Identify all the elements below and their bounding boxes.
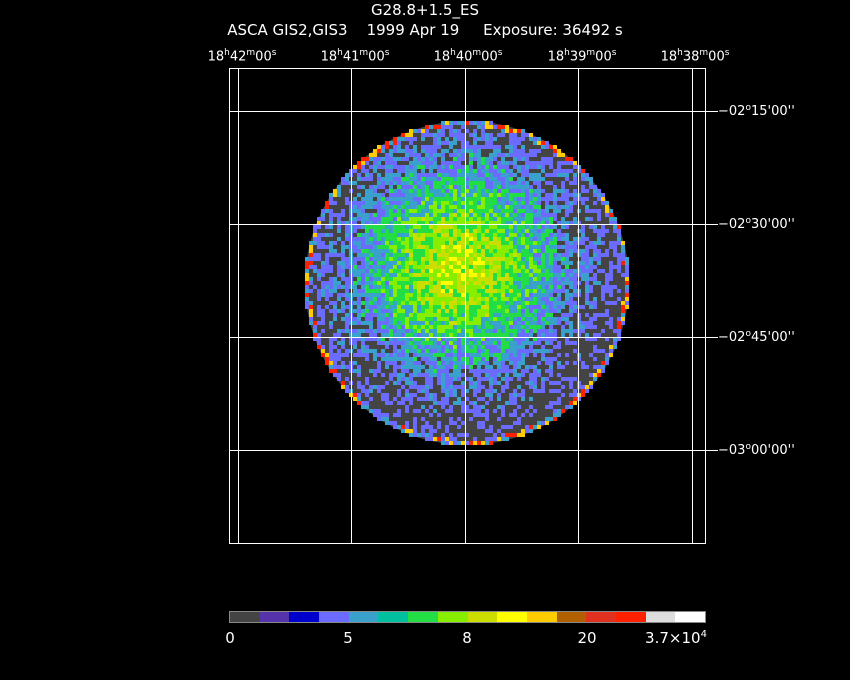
dec-label-4: −03o00'00'' <box>718 441 795 459</box>
color-bar <box>229 611 706 623</box>
colorbar-segment <box>467 612 498 622</box>
ra-gridline <box>578 68 579 544</box>
colorbar-segment <box>526 612 557 622</box>
colorbar-label: 8 <box>462 629 472 647</box>
ra-gridline <box>238 68 239 544</box>
colorbar-segment <box>408 612 438 622</box>
image-title: G28.8+1.5_ES <box>371 1 479 19</box>
colorbar-label: 20 <box>577 629 597 647</box>
dec-label-2: −02o30'00'' <box>718 215 795 233</box>
ra-gridline <box>465 68 466 544</box>
dec-label-3: −02o45'00'' <box>718 328 795 346</box>
ra-label-2: 18h41m00s <box>320 48 390 65</box>
colorbar-segment <box>586 612 616 622</box>
colorbar-segment <box>378 612 409 622</box>
dec-tick <box>706 111 718 112</box>
colorbar-max-label: 3.7×104 <box>645 629 707 647</box>
colorbar-segment <box>497 612 527 622</box>
dec-tick <box>706 337 718 338</box>
dec-gridline <box>229 111 706 112</box>
colorbar-segment <box>675 612 705 622</box>
dec-tick <box>706 450 718 451</box>
ra-label-1: 18h42m00s <box>207 48 277 65</box>
dec-gridline <box>229 224 706 225</box>
observation-info: ASCA GIS2,GIS3 1999 Apr 19 Exposure: 364… <box>227 21 623 39</box>
colorbar-segment <box>437 612 468 622</box>
colorbar-segment <box>319 612 349 622</box>
xray-image <box>305 121 629 445</box>
ra-label-5: 18h38m00s <box>660 48 730 65</box>
ra-label-3: 18h40m00s <box>433 48 503 65</box>
colorbar-label: 5 <box>343 629 353 647</box>
colorbar-segment <box>556 612 587 622</box>
xray-pixels <box>305 121 629 445</box>
colorbar-segment <box>230 612 260 622</box>
colorbar-label: 0 <box>225 629 235 647</box>
dec-label-1: −02o15'00'' <box>718 102 795 120</box>
ra-gridline <box>692 68 693 544</box>
colorbar-segment <box>348 612 379 622</box>
dec-tick <box>706 224 718 225</box>
dec-gridline <box>229 337 706 338</box>
ra-label-4: 18h39m00s <box>547 48 617 65</box>
ra-gridline <box>351 68 352 544</box>
dec-gridline <box>229 450 706 451</box>
colorbar-segment <box>615 612 646 622</box>
colorbar-segment <box>289 612 320 622</box>
colorbar-segment <box>259 612 290 622</box>
colorbar-segment <box>645 612 676 622</box>
plot-frame <box>229 68 706 544</box>
